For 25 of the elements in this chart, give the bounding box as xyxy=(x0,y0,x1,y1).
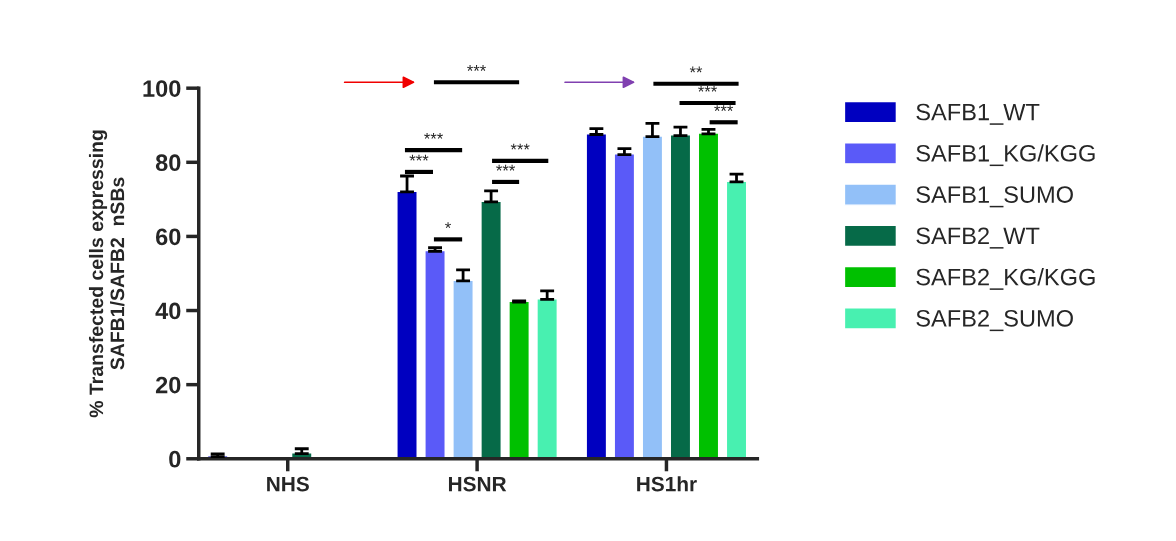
x-tick-label: HSNR xyxy=(448,476,507,492)
annotation: * xyxy=(445,222,452,229)
annotation: *** xyxy=(496,164,516,171)
legend-label: SAFB2_WT xyxy=(916,227,1040,249)
annotation: *** xyxy=(409,154,429,161)
y-tick-label: 20 xyxy=(155,376,181,394)
y-tick-label: 100 xyxy=(143,80,181,97)
annotation: *** xyxy=(714,105,734,111)
legend-label: SAFB2_KG/KGG xyxy=(916,268,1095,290)
y-axis-title: % Transfected cells expressing SAFB1/SAFB2 nSBs xyxy=(88,130,125,418)
y-tick-label: 80 xyxy=(155,154,181,172)
annotation: *** xyxy=(424,132,444,139)
y-tick-label: 40 xyxy=(155,302,181,320)
annotation: *** xyxy=(510,143,530,150)
y-tick-label: 60 xyxy=(155,228,181,246)
legend-label: SAFB1_SUMO xyxy=(916,186,1073,208)
annotation: *** xyxy=(698,85,718,92)
text: ** xyxy=(689,66,703,73)
y-tick-label: 0 xyxy=(169,450,181,468)
legend-label: SAFB1_WT xyxy=(916,103,1040,125)
legend-label: SAFB1_KG/KGG xyxy=(916,144,1095,167)
x-tick-label: HS1hr xyxy=(637,476,697,492)
text: *** xyxy=(467,65,486,71)
legend-label: SAFB2_SUMO xyxy=(916,309,1073,332)
x-tick-label: NHS xyxy=(267,476,309,492)
